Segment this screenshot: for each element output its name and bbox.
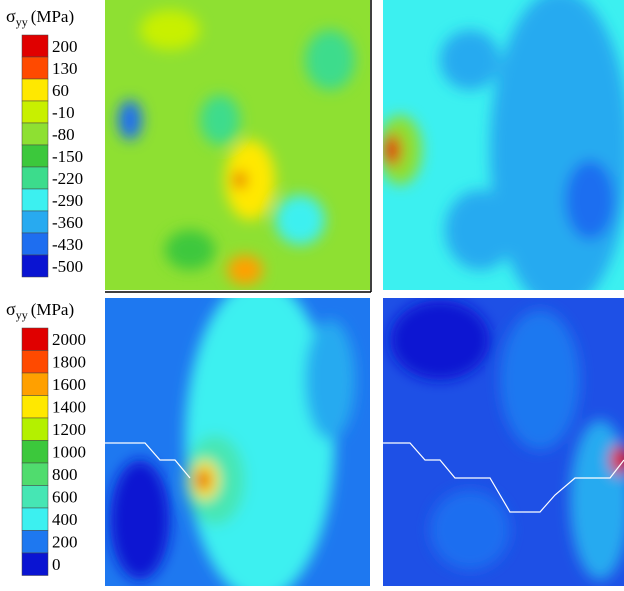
- panel-top-left: [105, 0, 370, 290]
- legend-label: 2000: [52, 330, 86, 349]
- legend-title: σyy (MPa): [6, 6, 74, 29]
- legend-swatch: [21, 462, 49, 486]
- legend-swatch: [21, 417, 49, 441]
- legend-swatch: [21, 56, 49, 80]
- legend-bg: [0, 0, 103, 292]
- legend-swatch: [21, 440, 49, 464]
- legend-swatch: [21, 78, 49, 102]
- legend-label: -10: [52, 103, 75, 122]
- legend-swatch: [21, 372, 49, 396]
- legend-label: 1600: [52, 375, 86, 394]
- legend-title: σyy (MPa): [6, 299, 74, 322]
- legend-label: 400: [52, 510, 78, 529]
- legends: σyy (MPa)20013060-10-80-150-220-290-360-4…: [6, 6, 86, 576]
- legend-swatch: [21, 210, 49, 234]
- legend-swatch: [21, 530, 49, 554]
- legend-label: -500: [52, 257, 83, 276]
- legend-label: -80: [52, 125, 75, 144]
- legend-label: 60: [52, 81, 69, 100]
- legend-swatch: [21, 34, 49, 58]
- legend-swatch: [21, 327, 49, 351]
- legend-label: 1000: [52, 443, 86, 462]
- symbol: σ: [6, 299, 16, 319]
- subscript: yy: [16, 308, 28, 322]
- legend-label: 600: [52, 488, 78, 507]
- legend-label: 1400: [52, 398, 86, 417]
- unit: (MPa): [31, 300, 74, 319]
- legend-label: 800: [52, 465, 78, 484]
- legend-bg: [0, 296, 103, 586]
- legend-swatch: [21, 100, 49, 124]
- legend-label: -150: [52, 147, 83, 166]
- legend-swatch: [21, 552, 49, 576]
- legend-label: -220: [52, 169, 83, 188]
- legend-label: 1800: [52, 353, 86, 372]
- panel-top-right: [383, 0, 624, 290]
- legend-label: 200: [52, 37, 78, 56]
- legend-label: -360: [52, 213, 83, 232]
- legend-swatch: [21, 144, 49, 168]
- legend-swatch: [21, 232, 49, 256]
- legend-swatch: [21, 188, 49, 212]
- legend-label: 130: [52, 59, 78, 78]
- subscript: yy: [16, 15, 28, 29]
- legend-swatch: [21, 122, 49, 146]
- legend-swatch: [21, 254, 49, 278]
- symbol: σ: [6, 6, 16, 26]
- panel-bottom-right: [383, 298, 624, 586]
- legend-label: 0: [52, 555, 61, 574]
- legend-swatch: [21, 350, 49, 374]
- legend-label: 1200: [52, 420, 86, 439]
- unit: (MPa): [31, 7, 74, 26]
- legend-swatch: [21, 485, 49, 509]
- legend-swatch: [21, 166, 49, 190]
- legend-label: -290: [52, 191, 83, 210]
- legend-swatch: [21, 507, 49, 531]
- legend-label: -430: [52, 235, 83, 254]
- panel-bottom-left: [105, 298, 370, 586]
- legend-swatch: [21, 395, 49, 419]
- legend-label: 200: [52, 533, 78, 552]
